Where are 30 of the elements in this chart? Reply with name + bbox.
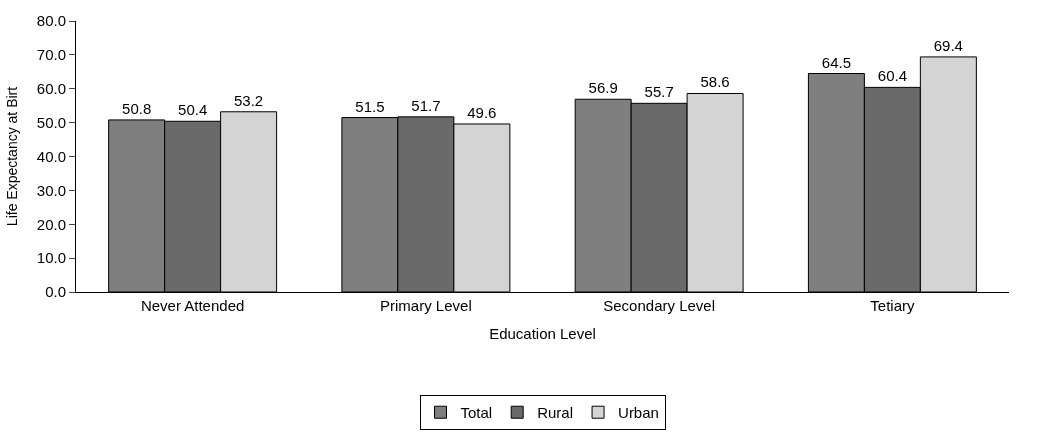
- data-label: 60.4: [877, 67, 907, 85]
- y-tick-label: 70.0: [36, 46, 66, 64]
- data-label: 53.2: [234, 91, 264, 109]
- x-tick-label: Never Attended: [140, 297, 245, 314]
- y-tick-label: 10.0: [36, 249, 66, 267]
- x-tick-label: Primary Level: [380, 297, 472, 314]
- x-tick-label: Tetiary: [870, 297, 915, 314]
- data-label: 51.7: [411, 96, 441, 114]
- data-label: 69.4: [933, 36, 963, 54]
- data-label: 51.5: [355, 97, 385, 115]
- x-tick-label: Secondary Level: [603, 297, 716, 314]
- data-label: 55.7: [644, 83, 674, 101]
- legend-label: Urban: [618, 404, 659, 422]
- legend-label: Total: [460, 404, 493, 422]
- data-label: 49.6: [467, 103, 497, 121]
- data-label: 64.5: [821, 53, 851, 71]
- y-tick-label: 30.0: [36, 181, 66, 199]
- legend-label: Rural: [537, 404, 574, 422]
- y-axis-title: Life Expectancy at Birt: [4, 86, 21, 227]
- y-tick-label: 40.0: [36, 147, 66, 165]
- x-axis-title: Education Level: [489, 325, 596, 342]
- data-label: 56.9: [588, 79, 618, 97]
- y-tick-label: 50.0: [36, 113, 66, 131]
- y-tick-label: 60.0: [36, 80, 66, 97]
- data-label: 50.8: [122, 99, 152, 117]
- data-label: 50.4: [178, 101, 208, 119]
- y-tick-label: 80.0: [36, 12, 66, 30]
- y-tick-label: 20.0: [36, 215, 66, 233]
- data-label: 58.6: [700, 73, 730, 91]
- y-tick-label: 0.0: [45, 283, 66, 301]
